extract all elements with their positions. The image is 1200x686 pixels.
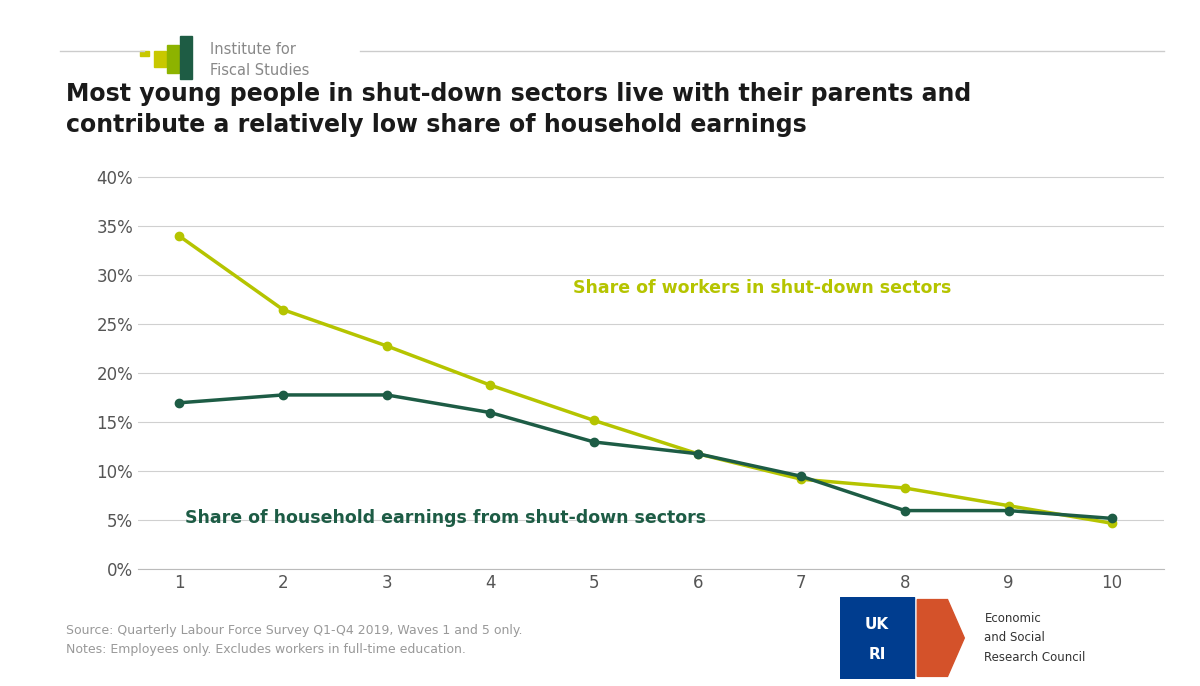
Text: RI: RI [869,647,886,662]
FancyArrow shape [917,600,965,676]
Text: Share of workers in shut-down sectors: Share of workers in shut-down sectors [574,279,952,297]
Text: Institute for
Fiscal Studies: Institute for Fiscal Studies [210,43,310,78]
Text: Share of household earnings from shut-down sectors: Share of household earnings from shut-do… [185,508,706,527]
Bar [140,51,149,56]
Text: Economic: Economic [984,613,1042,625]
Bar [840,597,914,679]
Bar [167,45,179,73]
Text: UK: UK [865,617,889,632]
Bar [180,36,192,80]
Text: Most young people in shut-down sectors live with their parents and: Most young people in shut-down sectors l… [66,82,971,106]
Text: Source: Quarterly Labour Force Survey Q1-Q4 2019, Waves 1 and 5 only.
Notes: Emp: Source: Quarterly Labour Force Survey Q1… [66,624,522,657]
Text: and Social: and Social [984,632,1045,644]
Bar [155,51,166,67]
Text: Research Council: Research Council [984,651,1086,663]
Text: contribute a relatively low share of household earnings: contribute a relatively low share of hou… [66,113,806,137]
